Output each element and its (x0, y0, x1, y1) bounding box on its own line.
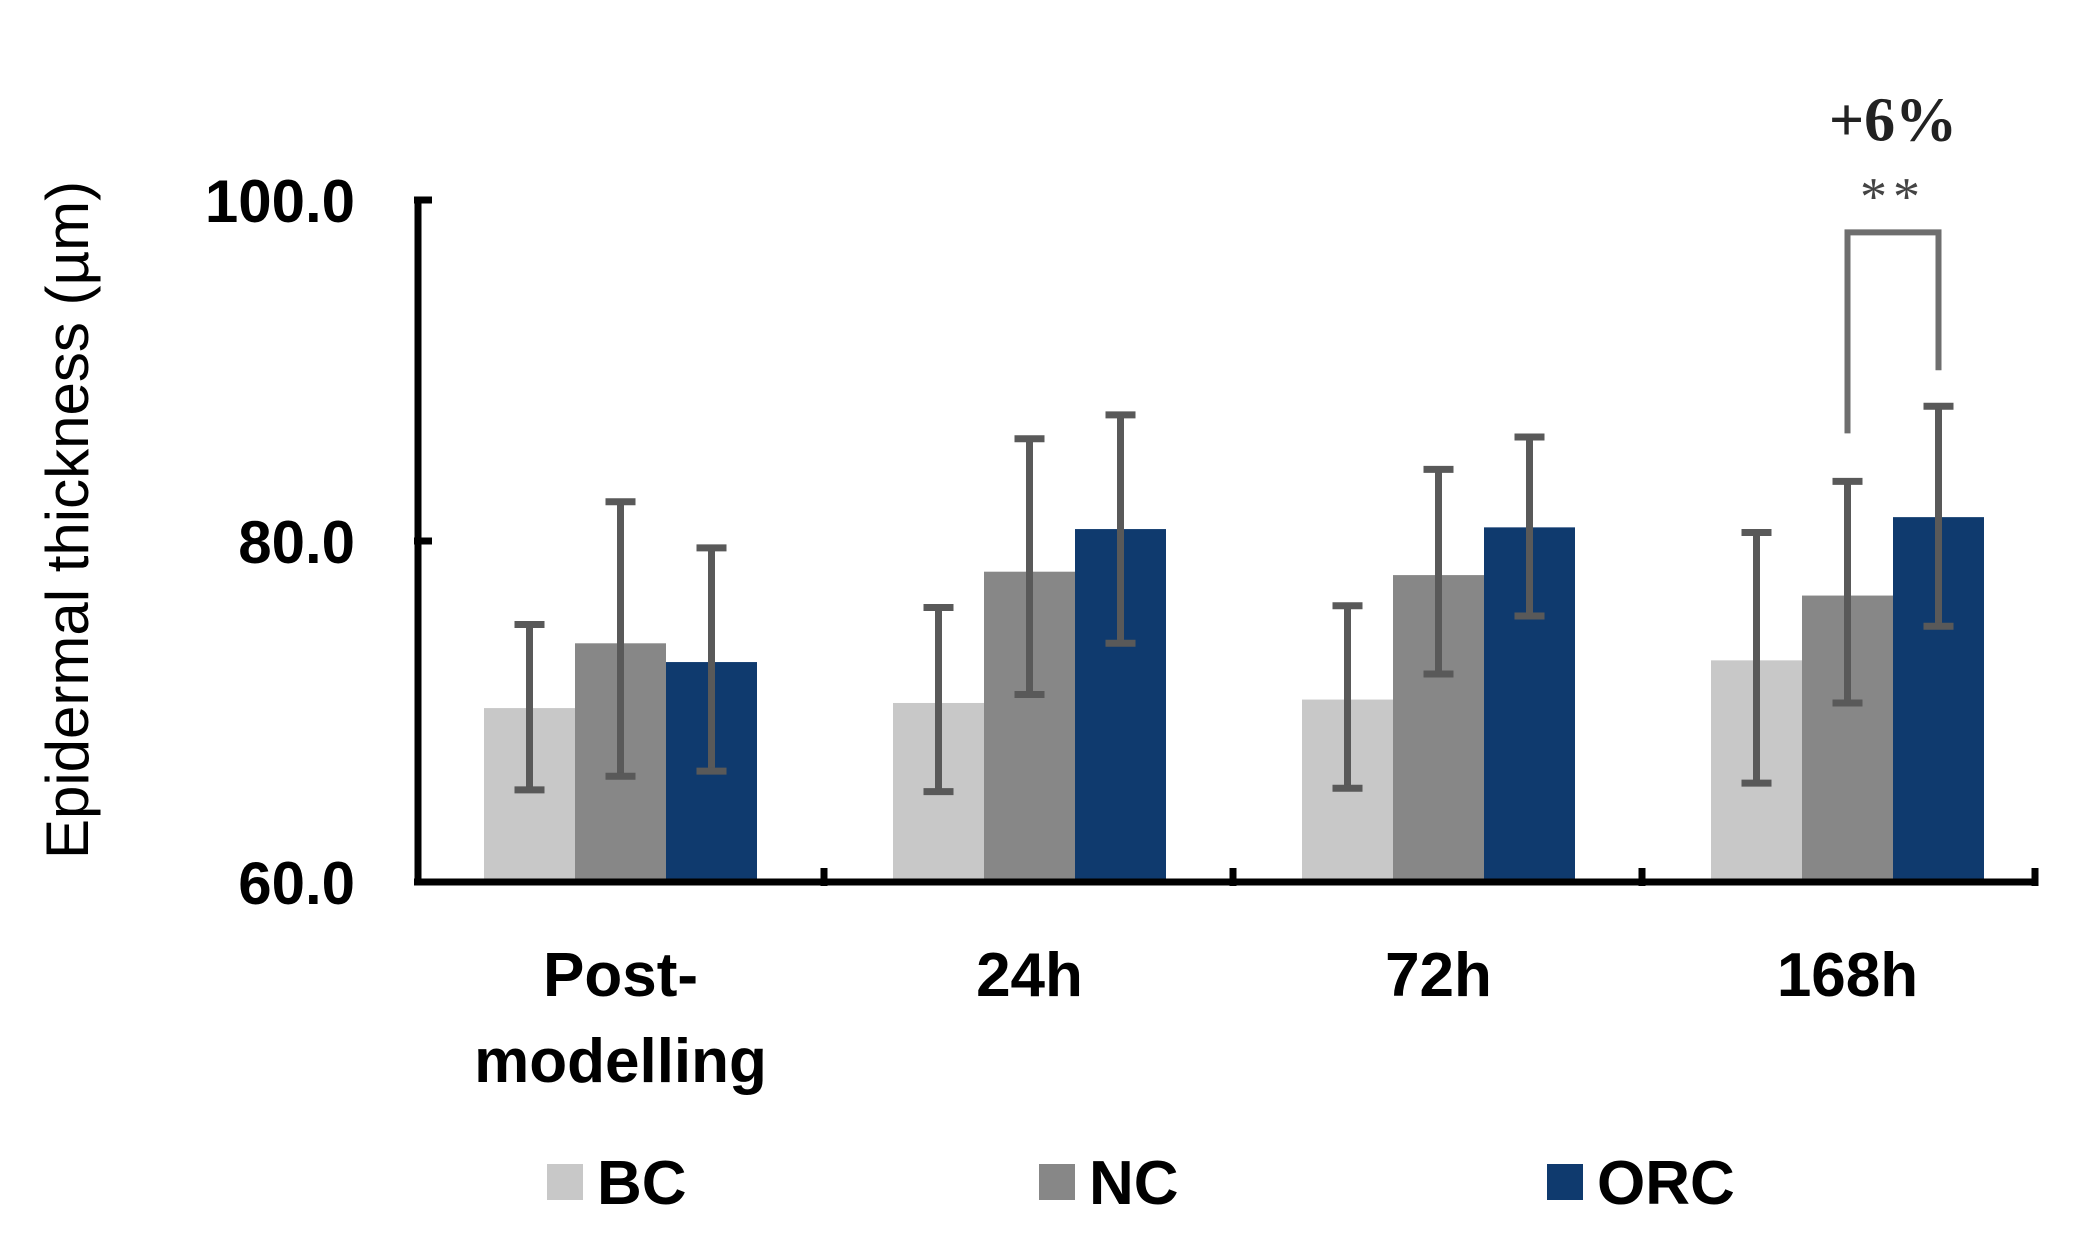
y-tick-label-2: 100.0 (205, 168, 355, 235)
error-bar-nc-3 (1832, 477, 1863, 707)
y-tick-labels: 60.0 80.0 100.0 (205, 168, 355, 917)
error-bar-nc-2 (1423, 465, 1454, 678)
x-category-label-2: 72h (1385, 941, 1492, 1010)
significance-bracket (1844, 229, 1942, 434)
error-bar-nc-0 (605, 498, 636, 780)
error-bar-orc-0 (696, 544, 727, 775)
error-bar-bc-3 (1741, 528, 1772, 787)
error-bars-layer (514, 402, 1954, 796)
error-bar-orc-2 (1514, 433, 1545, 620)
y-axis-title: Epidermal thickness (µm) (34, 181, 101, 859)
error-bar-bc-2 (1332, 602, 1363, 792)
significance-annotation: ** +6% (1829, 86, 1957, 434)
x-category-label-0-line-1: modelling (474, 1027, 767, 1096)
legend-swatch-bc (547, 1164, 583, 1200)
bars-layer (484, 517, 1984, 882)
legend-item-orc: ORC (1547, 1149, 1735, 1218)
legend-item-nc: NC (1039, 1149, 1179, 1218)
legend-label-nc: NC (1089, 1149, 1179, 1218)
x-category-label-0-line-0: Post- (543, 941, 698, 1010)
error-bar-bc-0 (514, 621, 545, 794)
legend-item-bc: BC (547, 1149, 687, 1218)
error-bar-orc-3 (1923, 402, 1954, 630)
y-tick-label-0: 60.0 (238, 850, 355, 917)
error-bar-bc-1 (923, 603, 954, 796)
axes (414, 196, 2039, 886)
x-category-label-3: 168h (1777, 941, 1918, 1010)
error-bar-nc-1 (1014, 435, 1045, 698)
legend-label-orc: ORC (1597, 1149, 1735, 1218)
significance-stars: ** (1860, 166, 1926, 226)
x-category-labels: Post-modelling 24h 72h 168h (474, 941, 1918, 1096)
legend-label-bc: BC (597, 1149, 687, 1218)
legend-swatch-nc (1039, 1164, 1075, 1200)
error-bar-orc-1 (1105, 411, 1136, 647)
percent-change-label: +6% (1829, 86, 1957, 154)
legend-swatch-orc (1547, 1164, 1583, 1200)
y-tick-label-1: 80.0 (238, 509, 355, 576)
legend: BC NC ORC (547, 1149, 1735, 1218)
x-category-label-1: 24h (976, 941, 1083, 1010)
